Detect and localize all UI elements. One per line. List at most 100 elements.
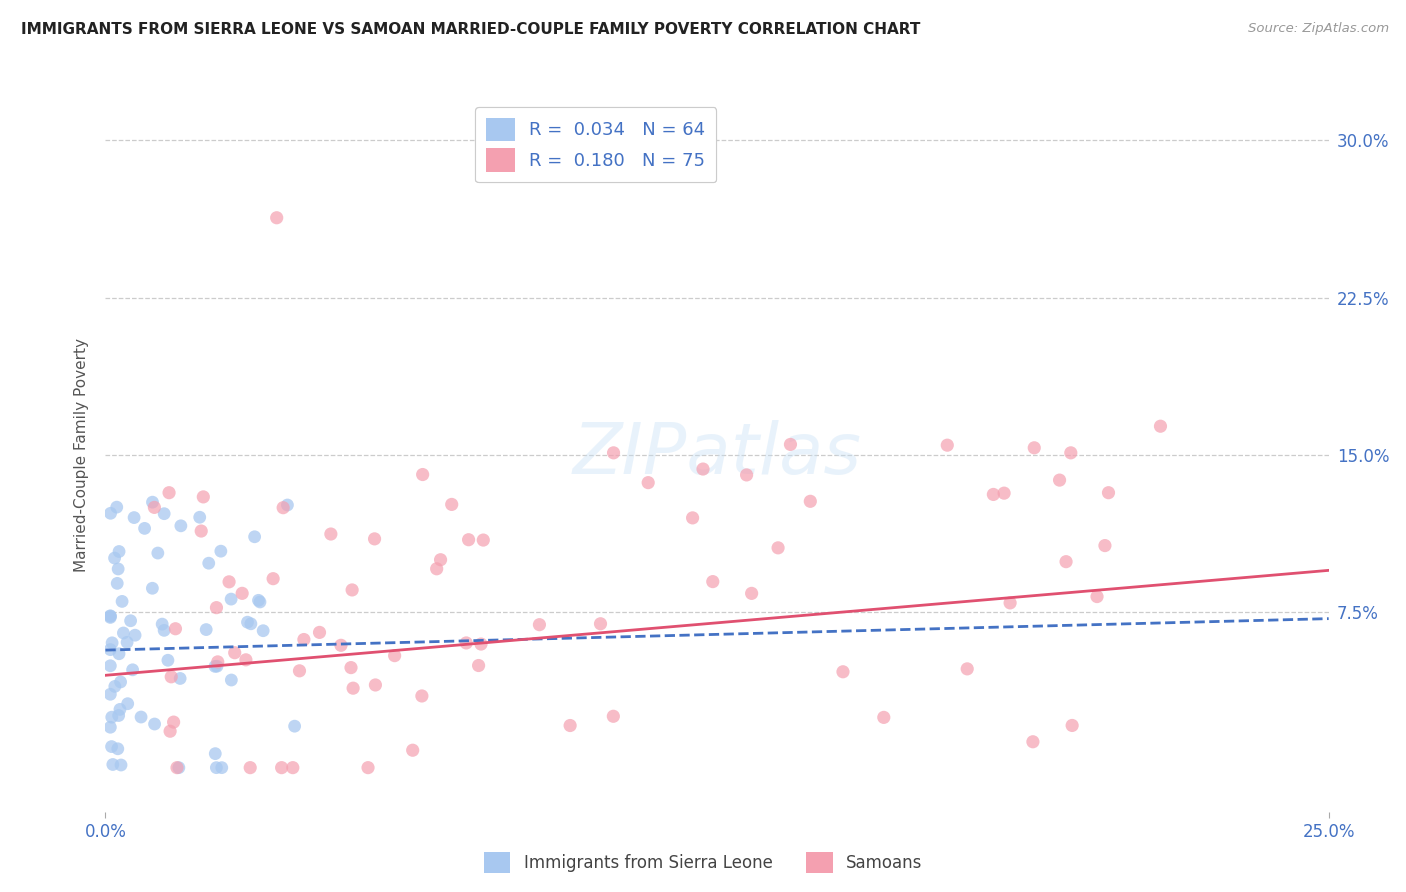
Point [1054, 555, 1077, 569]
Point [589, 616, 612, 631]
Point [799, 494, 821, 508]
Point [100, 506, 122, 520]
Point [117, 697, 139, 711]
Point [166, 761, 188, 775]
Point [330, 638, 353, 652]
Point [340, 582, 363, 597]
Point [692, 462, 714, 476]
Y-axis label: Married-Couple Family Poverty: Married-Couple Family Poverty [75, 338, 90, 572]
Point [224, 646, 246, 660]
Point [357, 761, 380, 775]
Point [1049, 473, 1071, 487]
Point [100, 710, 122, 724]
Point [1149, 419, 1171, 434]
Point [319, 527, 342, 541]
Point [159, 724, 181, 739]
Point [195, 623, 218, 637]
Point [105, 576, 128, 591]
Point [112, 626, 135, 640]
Point [107, 562, 129, 576]
Point [363, 532, 385, 546]
Point [247, 593, 270, 607]
Point [602, 446, 624, 460]
Point [165, 622, 187, 636]
Point [209, 544, 232, 558]
Point [766, 541, 789, 555]
Point [426, 562, 449, 576]
Point [124, 628, 146, 642]
Point [122, 510, 145, 524]
Point [292, 632, 315, 647]
Point [108, 702, 131, 716]
Point [993, 486, 1015, 500]
Point [141, 495, 163, 509]
Legend: Immigrants from Sierra Leone, Samoans: Immigrants from Sierra Leone, Samoans [477, 846, 929, 880]
Point [243, 530, 266, 544]
Point [121, 663, 143, 677]
Point [98, 642, 121, 657]
Point [218, 574, 240, 589]
Point [235, 653, 257, 667]
Point [340, 660, 363, 674]
Point [129, 710, 152, 724]
Point [998, 596, 1021, 610]
Point [98, 609, 121, 624]
Point [221, 673, 243, 687]
Point [411, 689, 433, 703]
Point [103, 551, 125, 566]
Point [211, 761, 233, 775]
Point [219, 592, 242, 607]
Point [107, 741, 129, 756]
Point [156, 653, 179, 667]
Point [108, 544, 131, 558]
Point [637, 475, 659, 490]
Point [111, 594, 134, 608]
Point [197, 556, 219, 570]
Point [98, 658, 121, 673]
Text: ZIPatlas: ZIPatlas [572, 420, 862, 490]
Point [120, 614, 142, 628]
Point [160, 670, 183, 684]
Point [402, 743, 425, 757]
Point [470, 637, 492, 651]
Point [205, 600, 228, 615]
Point [190, 524, 212, 538]
Point [98, 610, 121, 624]
Point [249, 595, 271, 609]
Point [169, 672, 191, 686]
Point [236, 615, 259, 630]
Point [456, 636, 478, 650]
Point [1060, 446, 1083, 460]
Point [115, 635, 138, 649]
Point [735, 467, 758, 482]
Point [1022, 735, 1045, 749]
Point [288, 664, 311, 678]
Point [262, 572, 284, 586]
Point [239, 761, 262, 775]
Point [467, 658, 489, 673]
Point [205, 659, 228, 673]
Point [167, 761, 190, 775]
Point [98, 687, 121, 701]
Point [956, 662, 979, 676]
Point [472, 533, 495, 547]
Point [440, 497, 463, 511]
Point [270, 761, 292, 775]
Point [150, 617, 173, 632]
Point [157, 485, 180, 500]
Point [153, 624, 176, 638]
Point [873, 710, 896, 724]
Point [741, 586, 763, 600]
Point [252, 624, 274, 638]
Point [108, 647, 131, 661]
Point [162, 715, 184, 730]
Legend: R =  0.034   N = 64, R =  0.180   N = 75: R = 0.034 N = 64, R = 0.180 N = 75 [475, 107, 717, 183]
Point [134, 521, 156, 535]
Point [204, 659, 226, 673]
Text: Source: ZipAtlas.com: Source: ZipAtlas.com [1249, 22, 1389, 36]
Point [412, 467, 434, 482]
Point [1085, 590, 1108, 604]
Point [342, 681, 364, 695]
Point [529, 617, 551, 632]
Point [101, 757, 124, 772]
